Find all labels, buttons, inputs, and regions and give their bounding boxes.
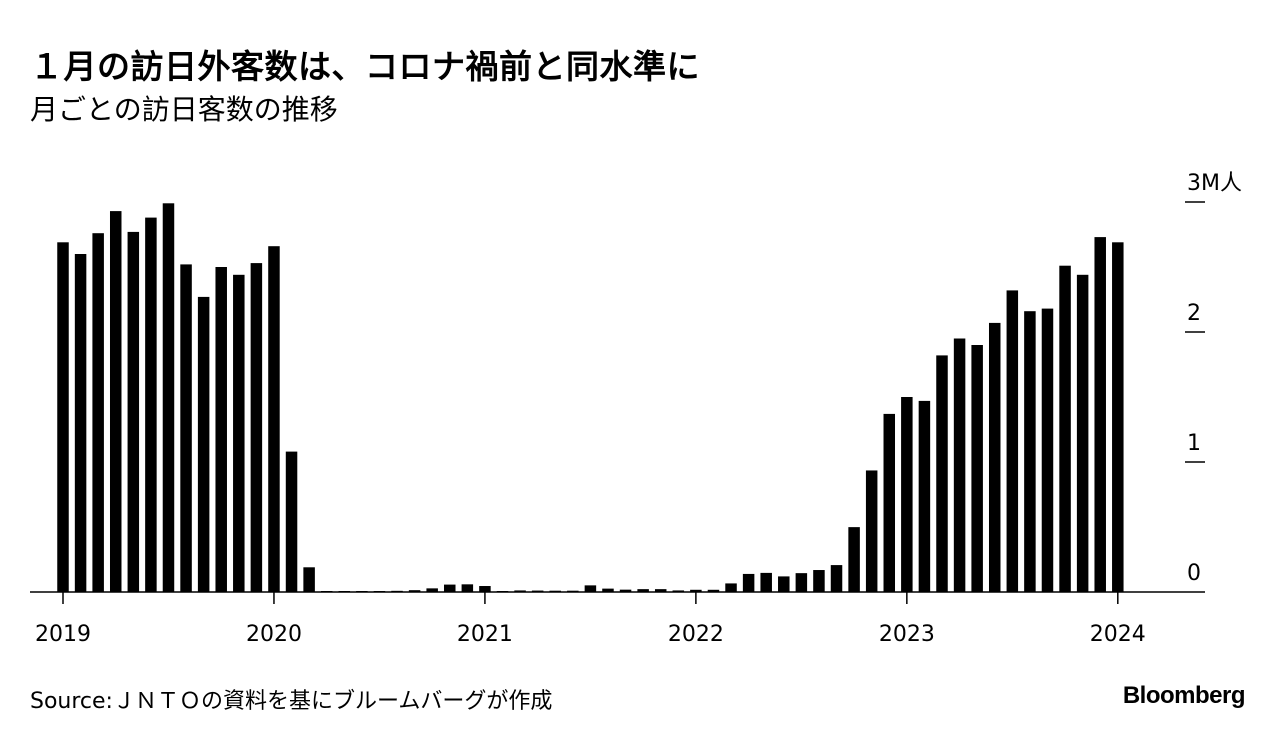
bar-2019-07 <box>162 203 175 593</box>
bar-2023-06 <box>988 322 1001 592</box>
bar-2023-08 <box>1024 311 1036 592</box>
x-tick-label-2022: 2022 <box>668 622 724 647</box>
bar-2020-11 <box>444 584 456 592</box>
x-tick-label-2024: 2024 <box>1090 622 1146 647</box>
bar-2019-05 <box>127 231 140 592</box>
bar-2022-09 <box>830 565 843 592</box>
bar-2020-02 <box>285 451 298 592</box>
x-tick-label-2019: 2019 <box>35 622 91 647</box>
bar-2023-10 <box>1059 265 1071 592</box>
bar-2019-11 <box>233 274 245 592</box>
bar-2020-09 <box>408 590 421 592</box>
bar-2022-05 <box>760 572 772 592</box>
y-tick-label-1: 1 <box>1187 431 1201 456</box>
bar-2019-02 <box>74 254 87 592</box>
bar-2021-01 <box>479 586 491 592</box>
bar-2020-01 <box>268 246 280 592</box>
bar-2022-08 <box>813 570 825 592</box>
bar-2022-06 <box>778 576 790 592</box>
y-tick-label-0: 0 <box>1187 561 1201 586</box>
bar-2019-09 <box>197 296 210 592</box>
x-tick-label-2020: 2020 <box>246 622 302 647</box>
bar-2022-04 <box>742 573 755 592</box>
y-tick-label-3: 3M人 <box>1187 171 1242 196</box>
bar-2021-03 <box>514 590 526 592</box>
bar-2021-10 <box>637 589 649 592</box>
bar-2022-03 <box>725 583 737 592</box>
bar-2022-07 <box>795 573 808 592</box>
source-note: Source:ＪＮＴＯの資料を基にブルームバーグが作成 <box>30 689 553 714</box>
bar-2020-10 <box>426 588 438 592</box>
bar-2020-12 <box>461 584 474 592</box>
bar-2022-01 <box>690 589 702 592</box>
bar-2023-09 <box>1041 308 1054 592</box>
x-tick-label-2023: 2023 <box>879 622 935 647</box>
bar-2022-12 <box>883 413 896 592</box>
bar-2021-11 <box>654 589 667 592</box>
bar-2024-01 <box>1112 242 1124 593</box>
bar-2022-02 <box>707 589 720 592</box>
bar-2021-08 <box>602 588 614 592</box>
chart-title: １月の訪日外客数は、コロナ禍前と同水準に <box>30 47 700 86</box>
bar-2019-06 <box>145 217 157 592</box>
bar-2019-08 <box>180 264 192 592</box>
bar-2023-03 <box>936 355 948 592</box>
bar-2019-10 <box>215 267 227 592</box>
bar-2023-02 <box>918 400 931 592</box>
bar-2019-01 <box>57 242 69 593</box>
bar-2023-01 <box>901 397 913 592</box>
bar-2023-11 <box>1076 274 1089 592</box>
bar-2022-10 <box>848 527 860 592</box>
x-tick-label-2021: 2021 <box>457 622 513 647</box>
bar-2023-12 <box>1094 237 1106 592</box>
bar-2023-07 <box>1006 290 1019 592</box>
bar-2019-03 <box>92 233 104 592</box>
bar-2021-07 <box>584 585 597 592</box>
bar-2020-03 <box>303 567 315 592</box>
bar-2019-04 <box>109 211 122 592</box>
bloomberg-logo: Bloomberg <box>1122 682 1246 709</box>
y-tick-label-2: 2 <box>1187 301 1201 326</box>
chart-subtitle: 月ごとの訪日客数の推移 <box>30 93 338 126</box>
bar-2023-05 <box>971 345 983 592</box>
bar-2021-12 <box>672 590 685 592</box>
bar-2021-09 <box>619 589 632 592</box>
bar-2019-12 <box>250 263 263 592</box>
bar-2022-11 <box>865 470 878 592</box>
bar-2023-04 <box>953 338 966 592</box>
